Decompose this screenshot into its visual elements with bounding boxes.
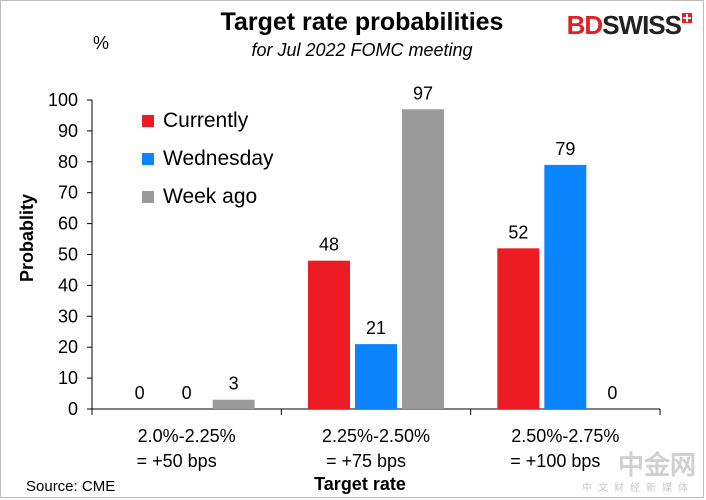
logo-part-swiss: SWISS bbox=[602, 10, 682, 40]
bar-currently bbox=[497, 248, 540, 409]
x-tick-label: 2.0%-2.25% bbox=[138, 426, 236, 446]
data-label: 21 bbox=[366, 318, 386, 338]
y-tick-label: 10 bbox=[58, 368, 78, 388]
x-tick-label-sub: = +100 bps bbox=[510, 451, 600, 471]
data-label: 79 bbox=[555, 139, 575, 159]
data-label: 3 bbox=[229, 374, 239, 394]
y-tick-label: 100 bbox=[48, 90, 78, 110]
y-tick-label: 70 bbox=[58, 183, 78, 203]
y-tick-label: 50 bbox=[58, 245, 78, 265]
bar-currently bbox=[308, 260, 350, 409]
legend-label: Week ago bbox=[163, 185, 257, 208]
data-label: 52 bbox=[508, 222, 528, 242]
y-tick-label: 60 bbox=[58, 214, 78, 234]
y-tick-label: 90 bbox=[58, 121, 78, 141]
data-label: 0 bbox=[607, 383, 617, 403]
data-label: 0 bbox=[135, 383, 145, 403]
data-label: 97 bbox=[413, 83, 433, 103]
logo-part-bd: BD bbox=[566, 10, 604, 40]
bar-wednesday bbox=[355, 344, 397, 409]
x-tick-label: 2.50%-2.75% bbox=[511, 426, 619, 446]
chart-title: Target rate probabilities bbox=[221, 8, 504, 36]
y-tick-label: 0 bbox=[68, 399, 78, 419]
bdswiss-logo: BD SWISS bbox=[567, 10, 692, 41]
legend-swatch bbox=[142, 115, 154, 127]
bar-week-ago bbox=[402, 109, 444, 410]
x-tick-label: 2.25%-2.50% bbox=[322, 426, 430, 446]
x-axis-title: Target rate bbox=[314, 474, 406, 494]
legend-label: Currently bbox=[163, 109, 249, 132]
y-tick-label: 30 bbox=[58, 306, 78, 326]
chart-subtitle: for Jul 2022 FOMC meeting bbox=[251, 40, 472, 60]
source-note: Source: CME bbox=[26, 478, 115, 495]
bar-week-ago bbox=[212, 399, 255, 409]
data-label: 48 bbox=[319, 235, 339, 255]
x-tick-label-sub: = +50 bps bbox=[137, 451, 217, 471]
y-tick-label: 40 bbox=[58, 275, 78, 295]
y-axis-title: Probablity bbox=[17, 194, 37, 282]
y-tick-label: 20 bbox=[58, 337, 78, 357]
logo-plus-icon bbox=[682, 12, 692, 23]
data-label: 0 bbox=[182, 383, 192, 403]
watermark-main: 中金网 bbox=[617, 451, 696, 481]
x-tick-label-sub: = +75 bps bbox=[326, 451, 406, 471]
legend-swatch bbox=[142, 153, 154, 165]
bar-wednesday bbox=[544, 164, 587, 409]
y-tick-label: 80 bbox=[58, 152, 78, 172]
legend-swatch bbox=[142, 191, 154, 203]
legend-label: Wednesday bbox=[163, 147, 274, 170]
unit-label: % bbox=[93, 33, 109, 53]
watermark-sub: 中文财经新媒体 bbox=[582, 483, 694, 494]
